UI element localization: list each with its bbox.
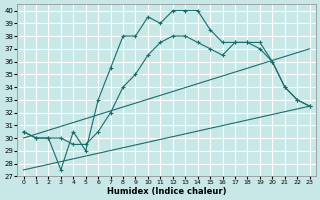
X-axis label: Humidex (Indice chaleur): Humidex (Indice chaleur) [107,187,226,196]
